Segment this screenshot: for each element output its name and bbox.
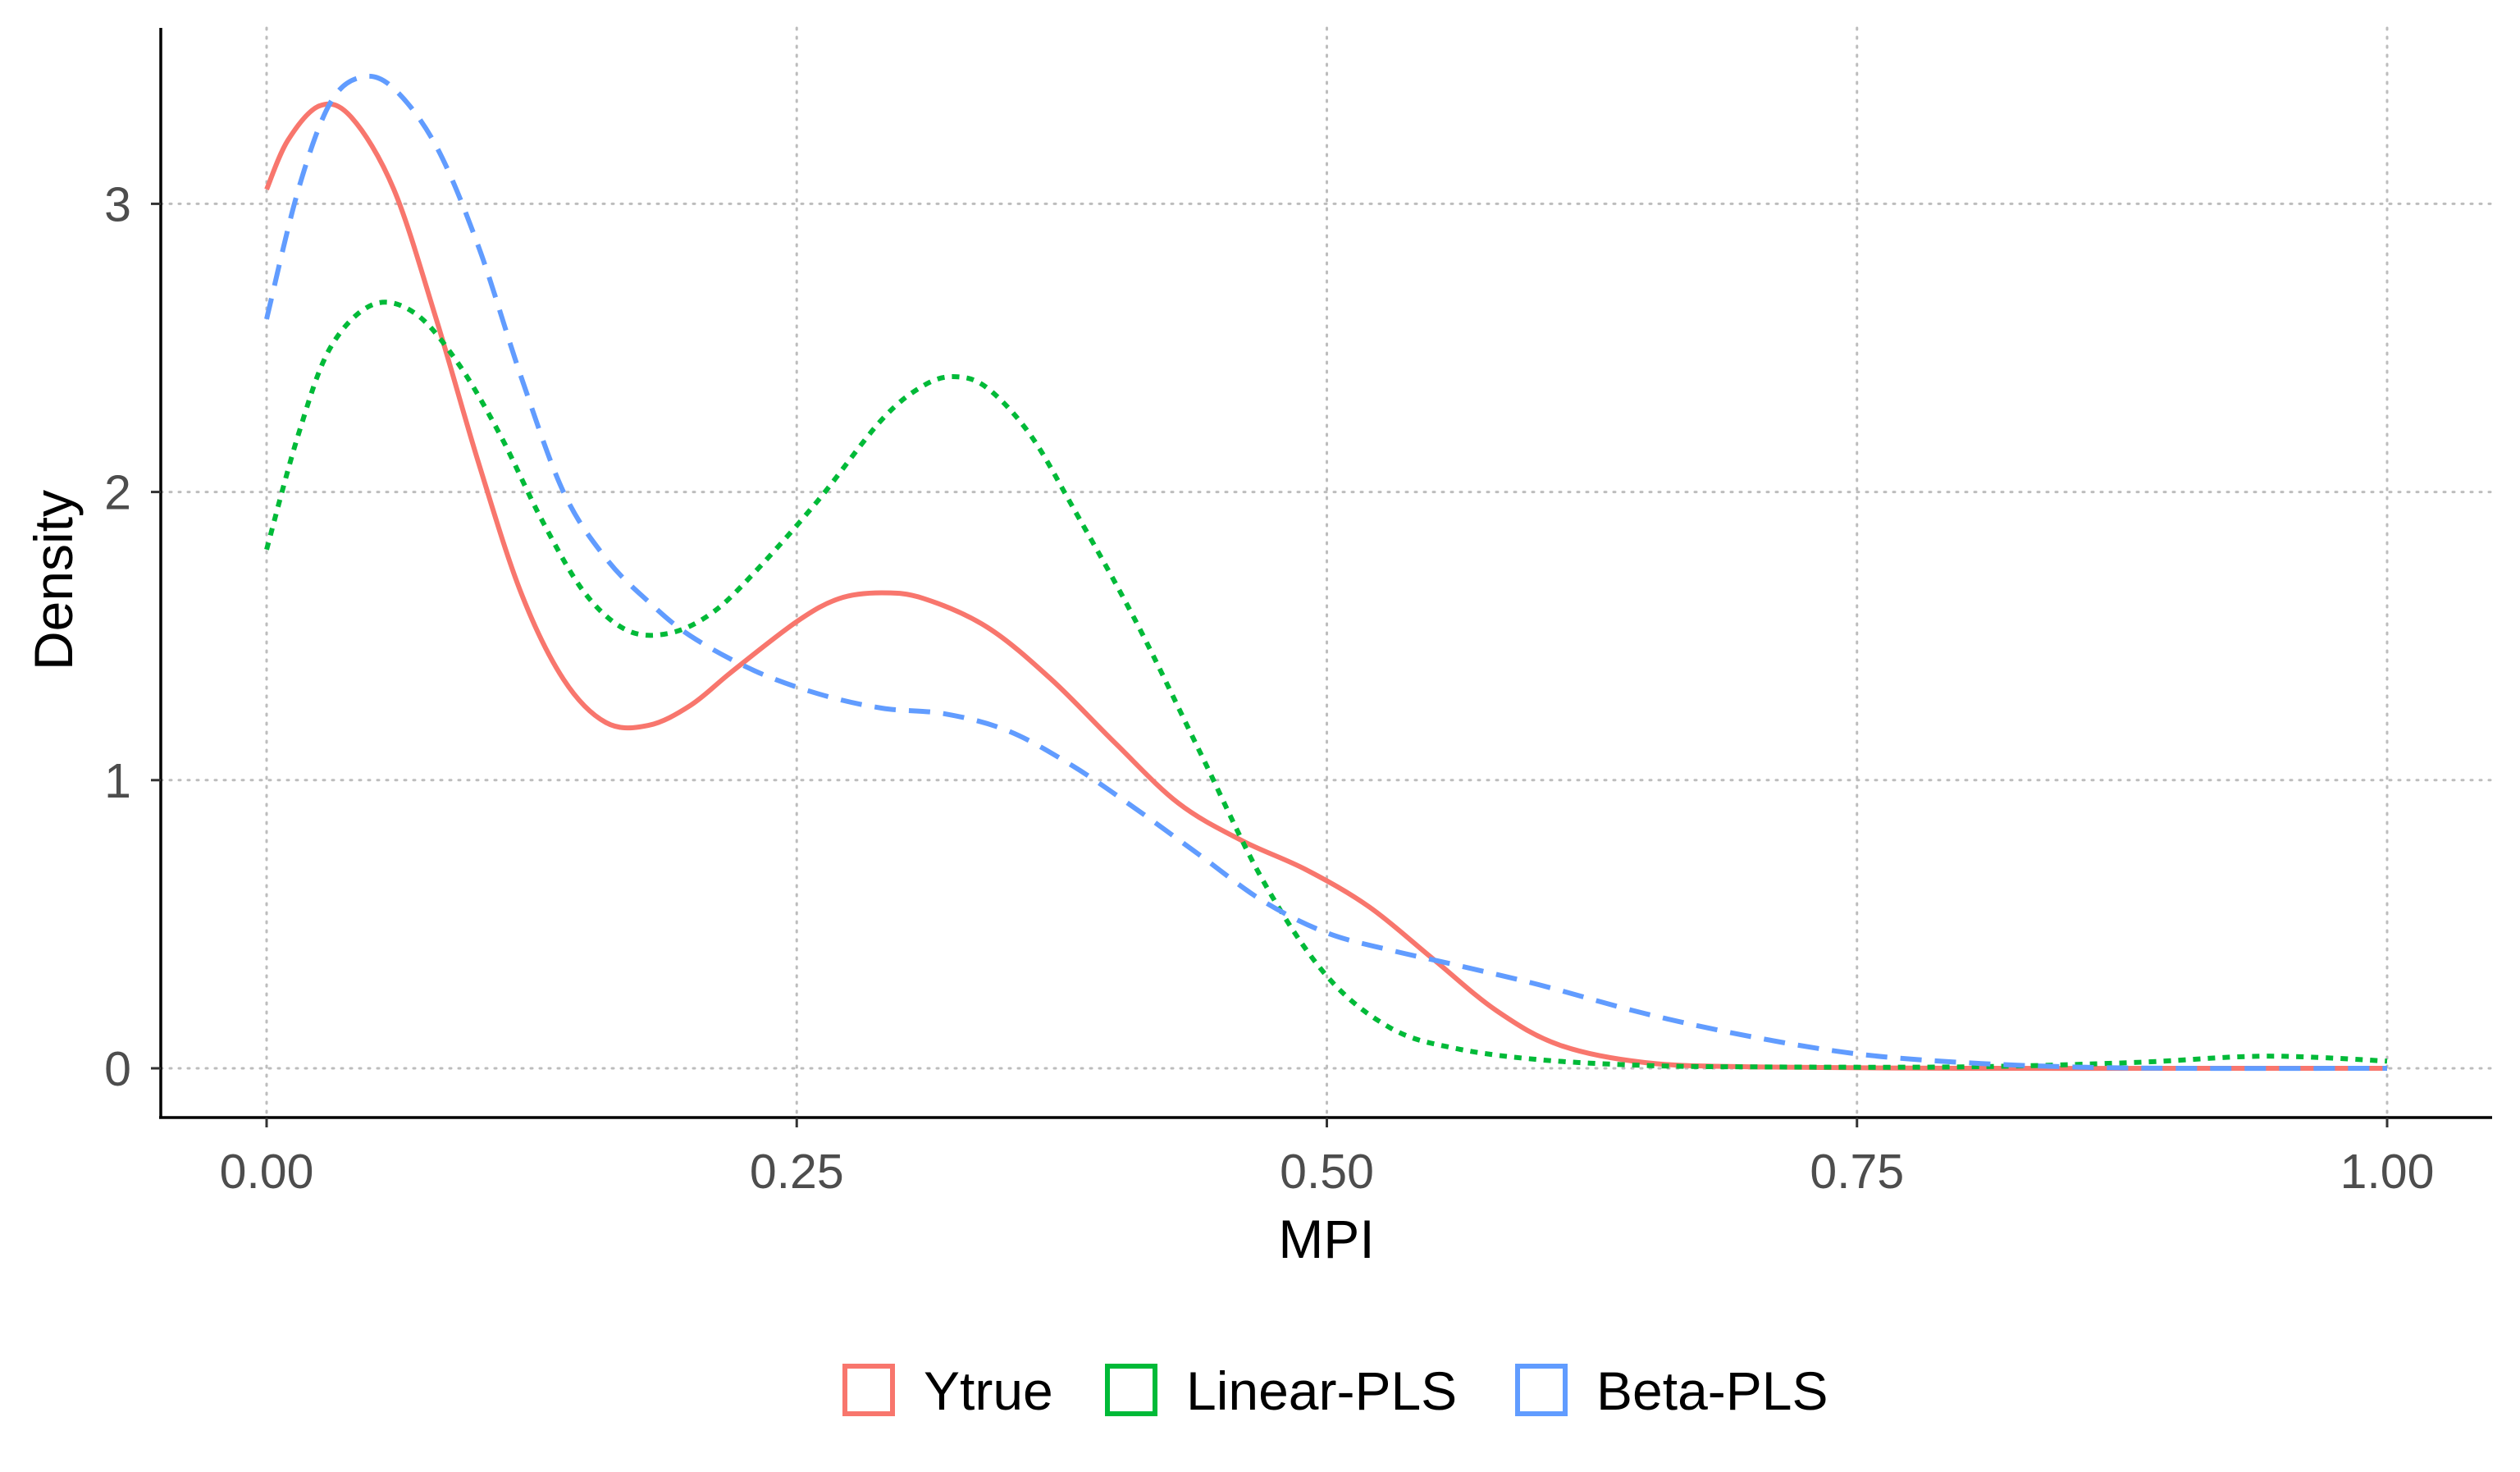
legend-label-beta-pls: Beta-PLS	[1596, 1360, 1828, 1421]
x-axis-title: MPI	[1278, 1209, 1374, 1269]
x-tick-label: 0.50	[1280, 1145, 1374, 1199]
legend-label-linear-pls: Linear-PLS	[1186, 1360, 1457, 1421]
y-axis-title: Density	[23, 490, 84, 670]
legend: Ytrue Linear-PLS Beta-PLS	[842, 1360, 1828, 1421]
x-ticks: 0.00 0.25 0.50 0.75 1.00	[220, 1118, 2435, 1199]
legend-label-ytrue: Ytrue	[924, 1360, 1053, 1421]
x-tick-label: 0.25	[750, 1145, 844, 1199]
x-tick-label: 0.75	[1810, 1145, 1904, 1199]
y-tick-label: 1	[104, 754, 131, 808]
y-tick-label: 2	[104, 466, 131, 520]
x-tick-label: 1.00	[2340, 1145, 2435, 1199]
legend-key-ytrue	[842, 1364, 895, 1416]
x-tick-label: 0.00	[220, 1145, 314, 1199]
y-tick-label: 3	[104, 177, 131, 231]
series-lines	[264, 73, 2388, 1072]
y-tick-label: 0	[104, 1042, 131, 1096]
series-line-ytrue	[264, 101, 2387, 1072]
grid-lines	[159, 26, 2494, 1119]
legend-key-beta-pls	[1515, 1364, 1568, 1416]
series-line-beta-pls	[264, 73, 2388, 1072]
y-ticks: 0 1 2 3	[104, 177, 161, 1096]
series-line-linear-pls	[264, 299, 2388, 1070]
legend-key-linear-pls	[1105, 1364, 1157, 1416]
